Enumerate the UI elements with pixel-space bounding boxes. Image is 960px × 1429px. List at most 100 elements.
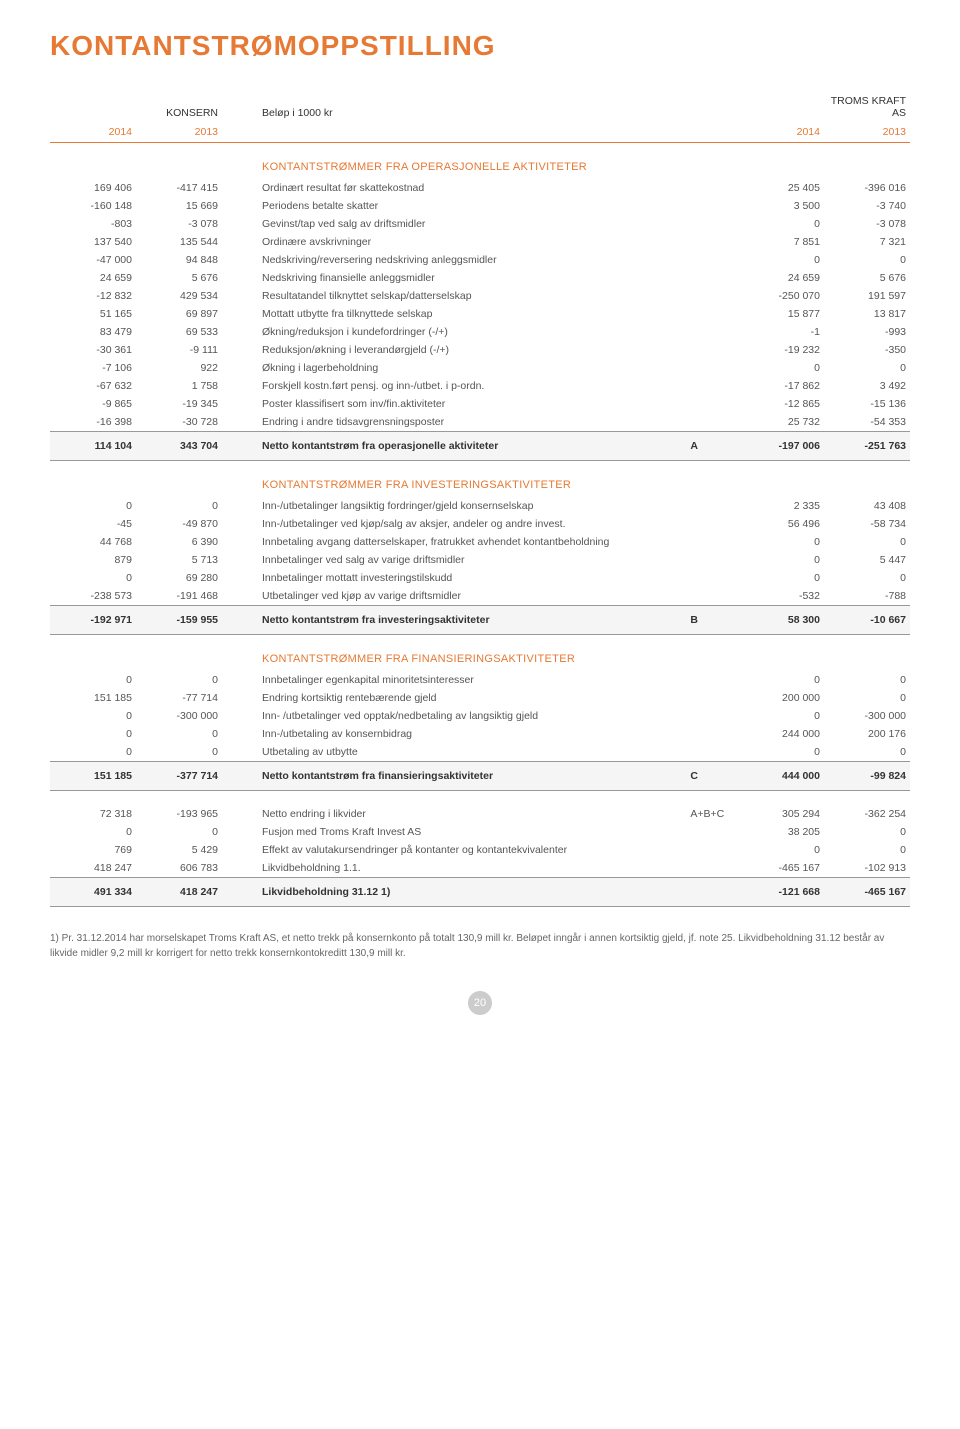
table-row: 72 318-193 965Netto endring i likviderA+… <box>50 805 910 823</box>
table-row: 00Fusjon med Troms Kraft Invest AS38 205… <box>50 823 910 841</box>
val: 5 429 <box>136 841 222 859</box>
table-row: -238 573-191 468Utbetalinger ved kjøp av… <box>50 587 910 606</box>
val: 0 <box>824 251 910 269</box>
val: 69 897 <box>136 305 222 323</box>
val: -362 254 <box>824 805 910 823</box>
ref <box>686 725 738 743</box>
val: 137 540 <box>50 233 136 251</box>
ref <box>686 841 738 859</box>
ref <box>686 305 738 323</box>
desc: Innbetaling avgang datterselskaper, frat… <box>222 533 686 551</box>
empty <box>686 92 738 123</box>
val: -19 345 <box>136 395 222 413</box>
total-val: -251 763 <box>824 432 910 461</box>
val: -350 <box>824 341 910 359</box>
year: 2013 <box>824 123 910 143</box>
desc: Inn-/utbetalinger ved kjøp/salg av aksje… <box>222 515 686 533</box>
total-val: -377 714 <box>136 762 222 791</box>
desc: Nedskriving/reversering nedskriving anle… <box>222 251 686 269</box>
val: 305 294 <box>738 805 824 823</box>
desc: Reduksjon/økning i leverandørgjeld (-/+) <box>222 341 686 359</box>
val: -45 <box>50 515 136 533</box>
table-row: -160 14815 669Periodens betalte skatter3… <box>50 197 910 215</box>
val: 0 <box>136 823 222 841</box>
ref <box>686 497 738 515</box>
ref <box>686 859 738 878</box>
ref <box>686 533 738 551</box>
table-row: 8795 713Innbetalinger ved salg av varige… <box>50 551 910 569</box>
val: 200 176 <box>824 725 910 743</box>
section-heading: KONTANTSTRØMMER FRA OPERASJONELLE AKTIVI… <box>222 143 686 180</box>
val: 1 758 <box>136 377 222 395</box>
val: 0 <box>738 215 824 233</box>
desc: Innbetalinger mottatt investeringstilsku… <box>222 569 686 587</box>
ref <box>686 179 738 197</box>
total-ref <box>686 877 738 906</box>
ref <box>686 689 738 707</box>
empty <box>686 123 738 143</box>
val: 0 <box>50 671 136 689</box>
cell <box>686 461 738 498</box>
desc: Ordinært resultat før skattekostnad <box>222 179 686 197</box>
val: 69 280 <box>136 569 222 587</box>
header-tromskraft: TROMS KRAFT AS <box>824 92 910 123</box>
val: 2 335 <box>738 497 824 515</box>
val: 0 <box>738 533 824 551</box>
val: -16 398 <box>50 413 136 432</box>
ref <box>686 413 738 432</box>
val: 83 479 <box>50 323 136 341</box>
val: -7 106 <box>50 359 136 377</box>
val: 0 <box>738 251 824 269</box>
desc: Utbetalinger ved kjøp av varige driftsmi… <box>222 587 686 606</box>
total-val: 444 000 <box>738 762 824 791</box>
cell <box>738 461 824 498</box>
desc: Endring kortsiktig rentebærende gjeld <box>222 689 686 707</box>
table-row: 00Inn-/utbetalinger langsiktig fordringe… <box>50 497 910 515</box>
desc: Forskjell kostn.ført pensj. og inn-/utbe… <box>222 377 686 395</box>
val: -12 832 <box>50 287 136 305</box>
val: 3 500 <box>738 197 824 215</box>
val: -12 865 <box>738 395 824 413</box>
total-val: 151 185 <box>50 762 136 791</box>
header-konsern: KONSERN <box>136 92 222 123</box>
table-row: 418 247606 783Likvidbeholdning 1.1.-465 … <box>50 859 910 878</box>
total-val: -121 668 <box>738 877 824 906</box>
total-val: -192 971 <box>50 606 136 635</box>
val: 24 659 <box>50 269 136 287</box>
val: -396 016 <box>824 179 910 197</box>
val: 879 <box>50 551 136 569</box>
val: 43 408 <box>824 497 910 515</box>
val: -3 078 <box>824 215 910 233</box>
val: 0 <box>50 743 136 762</box>
val: 169 406 <box>50 179 136 197</box>
table-row: -16 398-30 728Endring i andre tidsavgren… <box>50 413 910 432</box>
ref <box>686 215 738 233</box>
val: -160 148 <box>50 197 136 215</box>
val: -238 573 <box>50 587 136 606</box>
cell <box>50 791 910 805</box>
val: -417 415 <box>136 179 222 197</box>
total-val: -10 667 <box>824 606 910 635</box>
desc: Effekt av valutakursendringer på kontant… <box>222 841 686 859</box>
total-row: 151 185-377 714Netto kontantstrøm fra fi… <box>50 762 910 791</box>
desc: Inn- /utbetalinger ved opptak/nedbetalin… <box>222 707 686 725</box>
total-row: 491 334418 247Likvidbeholdning 31.12 1)-… <box>50 877 910 906</box>
cell <box>50 461 136 498</box>
val: 5 676 <box>136 269 222 287</box>
val: -193 965 <box>136 805 222 823</box>
desc: Innbetalinger ved salg av varige driftsm… <box>222 551 686 569</box>
val: 5 676 <box>824 269 910 287</box>
table-row: 51 16569 897Mottatt utbytte fra tilknytt… <box>50 305 910 323</box>
section-heading: KONTANTSTRØMMER FRA FINANSIERINGSAKTIVIT… <box>222 635 686 672</box>
empty <box>222 123 686 143</box>
val: 38 205 <box>738 823 824 841</box>
desc: Inn-/utbetaling av konsernbidrag <box>222 725 686 743</box>
cell <box>50 143 136 180</box>
table-row: 169 406-417 415Ordinært resultat før ska… <box>50 179 910 197</box>
table-row: 7695 429Effekt av valutakursendringer på… <box>50 841 910 859</box>
total-desc: Netto kontantstrøm fra investeringsaktiv… <box>222 606 686 635</box>
ref <box>686 587 738 606</box>
desc: Utbetaling av utbytte <box>222 743 686 762</box>
val: 191 597 <box>824 287 910 305</box>
val: 0 <box>824 743 910 762</box>
